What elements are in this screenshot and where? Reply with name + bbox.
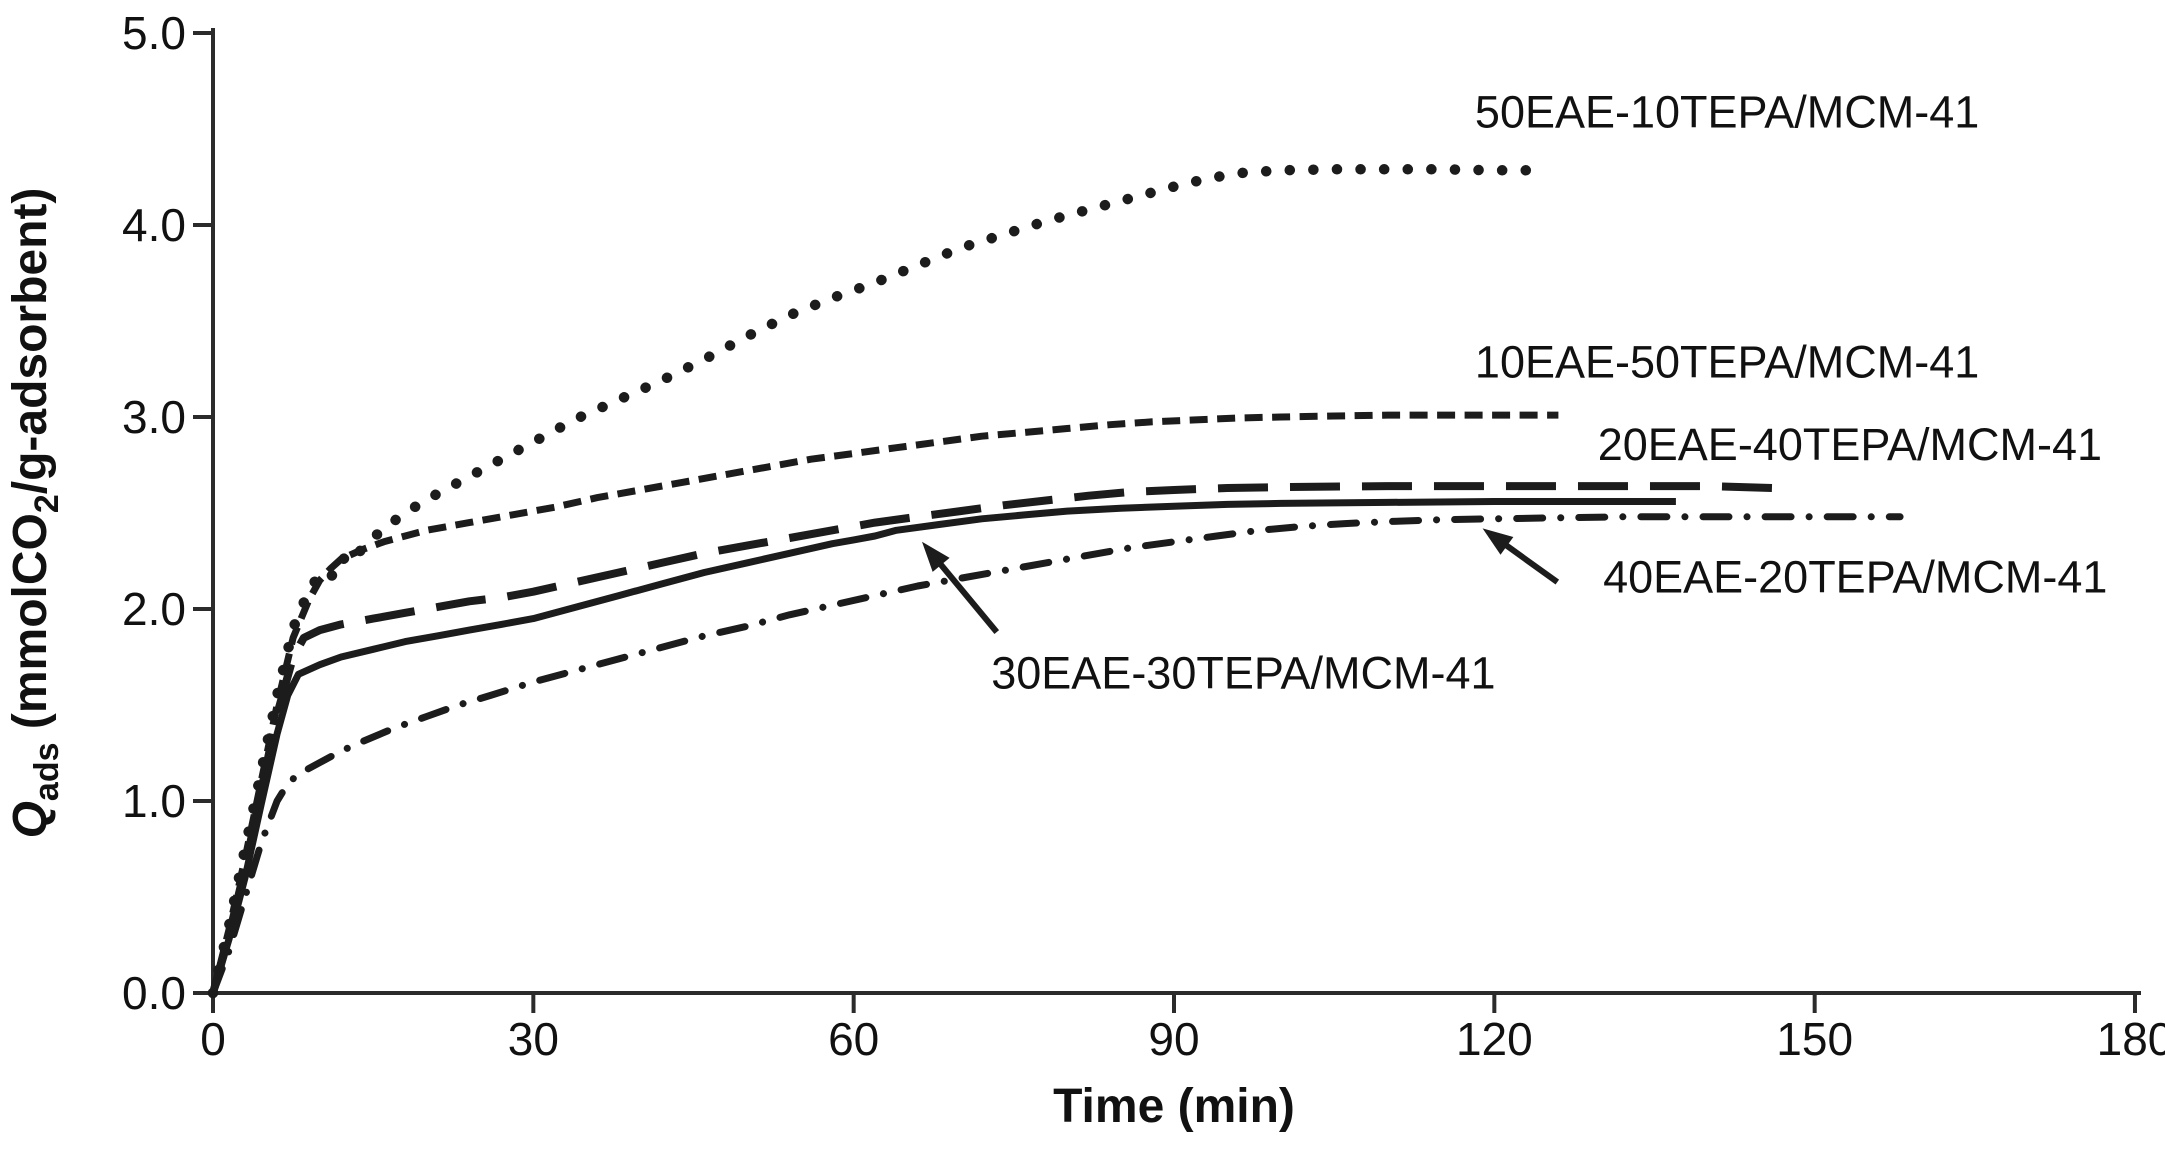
series-line-dash-dot [209,513,1904,997]
series-label: 30EAE-30TEPA/MCM-41 [991,647,1495,698]
x-tick-label: 0 [200,1013,226,1065]
series-line-dotted [207,164,1553,999]
annotation-arrow-shaft [931,553,1000,634]
annotation-arrow-head [922,541,950,572]
annotation-arrow-head [1482,528,1514,555]
series-line-short-dash [209,411,1559,994]
x-axis-title: Time (min) [1053,1080,1295,1133]
series-label: 10EAE-50TEPA/MCM-41 [1475,336,1979,387]
x-tick-label: 90 [1148,1013,1199,1065]
y-tick-label: 3.0 [122,391,186,443]
y-axis-title: Qads (mmolCO2/g-adsorbent) [4,188,66,839]
x-tick-label: 150 [1776,1013,1853,1065]
series-line-solid [209,498,1676,994]
y-tick-label: 1.0 [122,775,186,827]
x-tick-label: 60 [828,1013,879,1065]
x-tick-label: 180 [2097,1013,2165,1065]
series-label: 40EAE-20TEPA/MCM-41 [1603,551,2107,602]
y-tick-label: 0.0 [122,967,186,1019]
y-tick-label: 4.0 [122,199,186,251]
x-tick-label: 30 [508,1013,559,1065]
annotation-arrow-shaft [1495,536,1560,585]
x-tick-label: 120 [1456,1013,1533,1065]
y-tick-label: 2.0 [122,583,186,635]
y-tick-label: 5.0 [122,7,186,59]
series-label: 20EAE-40TEPA/MCM-41 [1598,419,2102,470]
series-line-long-dash [209,482,1773,995]
series-label: 50EAE-10TEPA/MCM-41 [1475,87,1979,138]
